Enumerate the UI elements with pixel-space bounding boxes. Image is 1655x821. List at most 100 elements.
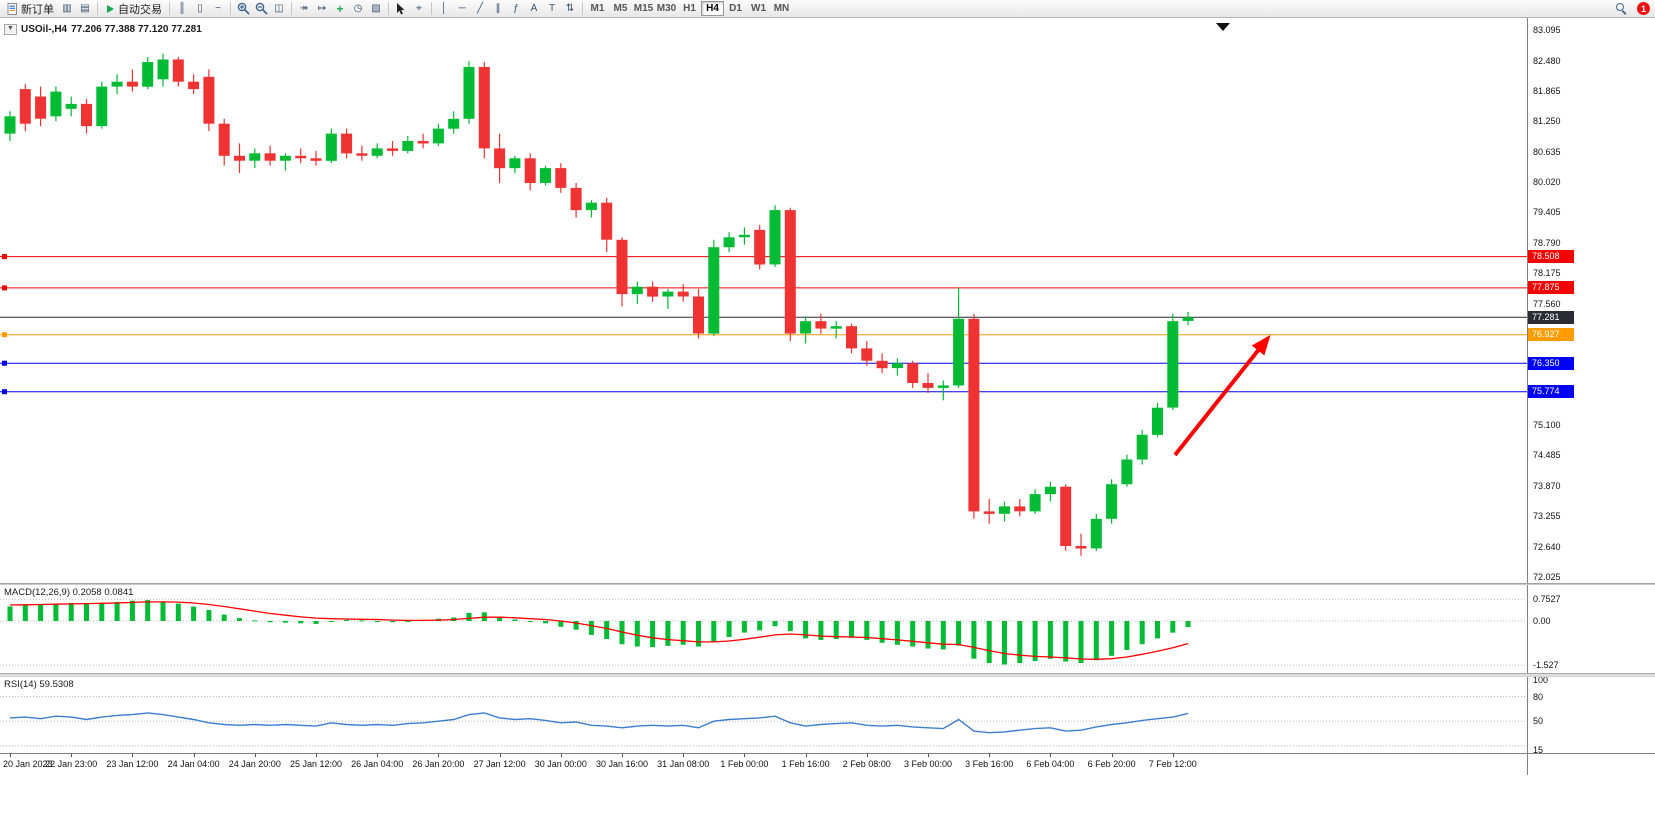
time-label: 26 Jan 04:00 [351,759,404,769]
notification-badge[interactable]: 1 [1637,2,1650,15]
macd-bar [359,620,365,622]
time-tick-mark [193,754,195,757]
macd-signal-line [9,601,1189,660]
timeframe-h1-button[interactable]: H1 [683,3,696,14]
candlestick-chart-icon[interactable]: ▯ [191,1,209,16]
auto-scroll-icon[interactable]: ↠ [295,1,313,16]
macd-bar [772,621,778,627]
vertical-line-icon[interactable]: │ [435,1,453,16]
chart-shift-marker[interactable] [1216,23,1230,31]
panel-splitter[interactable] [0,673,1655,677]
candle [983,511,995,514]
horizontal-line-icon[interactable]: ─ [453,1,471,16]
time-tick-mark [132,754,134,757]
candle [524,158,536,183]
tile-windows-icon[interactable]: ◫ [270,1,288,16]
macd-panel[interactable]: MACD(12,26,9) 0.2058 0.0841 [0,585,1527,673]
macd-bar [344,619,350,621]
candle [1044,486,1056,495]
macd-bar [221,614,227,621]
current-price-tag[interactable]: 77.281 [1528,310,1574,324]
time-label: 24 Jan 20:00 [228,759,281,769]
candlestick-chart-icon-glyph: ▯ [197,3,203,14]
timeframe-h4-button[interactable]: H4 [701,1,724,16]
panel-splitter[interactable] [0,583,1655,585]
zoom-in-icon[interactable] [234,1,252,16]
macd-bar [1063,621,1069,662]
tick-chart-icon[interactable]: ▥ [58,1,76,16]
timeframe-m5-button[interactable]: M5 [613,3,628,14]
level-line-handle[interactable] [2,285,7,291]
new-order-button[interactable]: 新订单 [3,1,58,17]
candle [448,118,460,129]
candle [295,155,307,159]
trend-arrow[interactable] [1173,334,1271,457]
trendline-icon[interactable]: ╱ [471,1,489,16]
macd-bar [313,621,319,624]
time-label: 20 Jan 2023 [3,759,53,769]
rsi-panel[interactable]: RSI(14) 59.5308 [0,677,1527,753]
timeframe-m15-button[interactable]: M15 [633,3,654,14]
zoom-out-icon[interactable] [252,1,270,16]
cursor-icon[interactable] [392,1,410,16]
price-tick: 82.480 [1533,55,1561,66]
timeframe-w1-button[interactable]: W1 [751,3,766,14]
main-chart-svg [0,23,1527,556]
horizontal-line-icon-glyph: ─ [458,3,466,14]
level-line-handle[interactable] [2,389,7,395]
text-icon-glyph: A [530,3,538,14]
time-tick-mark [10,754,11,757]
fibonacci-icon[interactable]: ƒ [507,1,525,16]
new-order-button-label: 新订单 [21,3,54,16]
bar-chart-icon[interactable]: ║ [173,1,191,16]
price-tag-75.774[interactable]: 75.774 [1528,385,1574,399]
price-tick: 78.790 [1533,237,1561,248]
candle [402,141,414,151]
periods-icon[interactable]: ◷ [349,1,367,16]
macd-bar [940,621,946,650]
auto-scroll-icon-glyph: ↠ [299,3,309,14]
price-chart-panel[interactable]: ▼ USOil-,H4 77.206 77.388 77.120 77.281 [0,18,1527,583]
time-tick-mark [71,754,73,757]
time-tick-mark [1111,754,1113,757]
time-axis[interactable]: 20 Jan 2023 22 Jan 23:00 23 Jan 12:00 24 Ja… [0,754,1527,775]
time-label: 30 Jan 00:00 [534,759,587,769]
price-axis[interactable]: 83.095 82.480 81.865 81.250 80.635 80.020 79.4… [1527,18,1655,775]
candle [1090,518,1102,549]
price-tag-77.875[interactable]: 77.875 [1528,281,1574,295]
time-label: 1 Feb 16:00 [781,759,830,769]
candle [188,81,200,90]
timeframe-m1-button[interactable]: M1 [590,3,605,14]
arrows-icon[interactable]: ⇅ [561,1,579,16]
label-icon[interactable]: T [543,1,561,16]
rsi-name: RSI(14) [4,679,37,690]
text-icon[interactable]: A [525,1,543,16]
level-line-handle[interactable] [2,254,7,260]
timeframe-mn-button[interactable]: MN [773,3,790,14]
collapse-panel-icon[interactable]: ▼ [4,24,17,35]
candle [478,66,490,149]
line-chart-icon[interactable]: ~ [209,1,227,16]
price-tag-76.350[interactable]: 76.350 [1528,356,1574,370]
timeframe-d1-button[interactable]: D1 [729,3,742,14]
candle [218,123,230,156]
price-tag-76.927[interactable]: 76.927 [1528,328,1574,342]
search-icon[interactable] [1613,1,1631,16]
toolbar: 新订单 ▥ ▤ 自动交易 ║ ▯ ~ ◫ ↠ ↦ + ◷ ▧ ⌖ │ ─ ╱ ∥ ƒ A T ⇅ M1 M5 M15 M30 H1… [0,0,1655,18]
rsi-line [9,712,1189,734]
macd-bar [1139,621,1145,645]
channel-icon[interactable]: ∥ [489,1,507,16]
level-line-handle[interactable] [2,360,7,366]
level-line-handle[interactable] [2,332,7,338]
crosshair-icon[interactable]: ⌖ [410,1,428,16]
timeframe-m30-button[interactable]: M30 [656,3,677,14]
candle [310,158,322,161]
indicators-add-icon[interactable]: + [331,1,349,16]
price-tag-78.508[interactable]: 78.508 [1528,250,1574,264]
templates-icon[interactable]: ▧ [367,1,385,16]
macd-values: 0.2058 0.0841 [72,587,134,598]
profiles-icon[interactable]: ▤ [76,1,94,16]
chart-shift-icon[interactable]: ↦ [313,1,331,16]
auto-trading-button[interactable]: 自动交易 [101,1,166,17]
candle [341,133,353,154]
